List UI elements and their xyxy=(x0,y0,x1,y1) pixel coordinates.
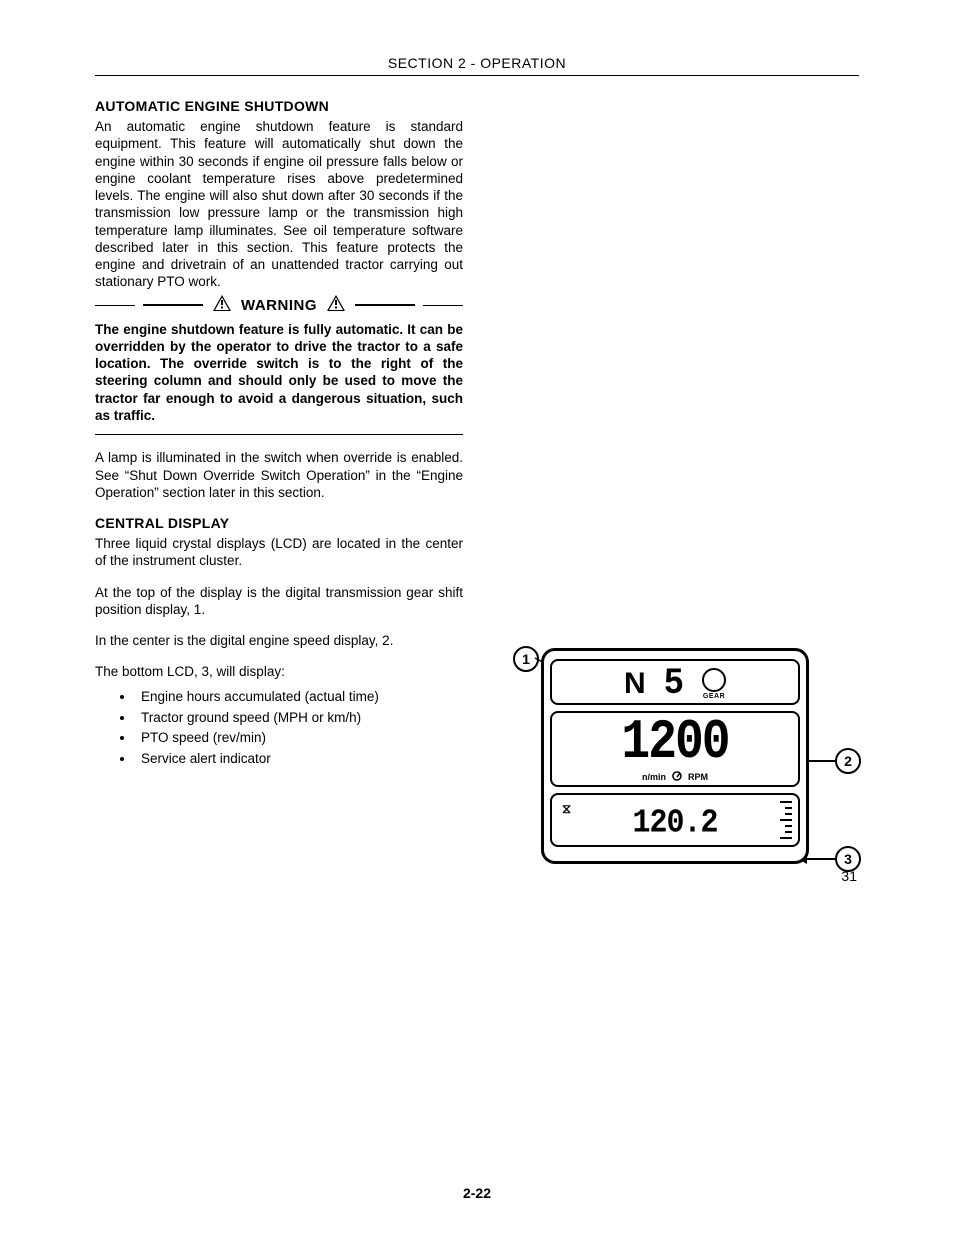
para-cd-1: Three liquid crystal displays (LCD) are … xyxy=(95,535,463,570)
bullet-list: Engine hours accumulated (actual time) T… xyxy=(95,687,463,771)
warning-icon xyxy=(327,295,345,316)
para-cd-4: The bottom LCD, 3, will display: xyxy=(95,663,463,680)
page: SECTION 2 - OPERATION AUTOMATIC ENGINE S… xyxy=(0,0,954,1235)
lcd-hours-display: ⧖ 120.2 xyxy=(550,793,800,847)
content-columns: AUTOMATIC ENGINE SHUTDOWN An automatic e… xyxy=(95,98,859,884)
callout-number: 3 xyxy=(835,846,861,872)
list-item: Engine hours accumulated (actual time) xyxy=(135,687,463,708)
para-cd-3: In the center is the digital engine spee… xyxy=(95,632,463,649)
gear-icon xyxy=(702,668,726,692)
list-item: PTO speed (rev/min) xyxy=(135,728,463,749)
heading-auto-shutdown: AUTOMATIC ENGINE SHUTDOWN xyxy=(95,98,463,114)
hourglass-icon: ⧖ xyxy=(562,801,571,817)
spacer xyxy=(491,98,859,648)
section-header: SECTION 2 - OPERATION xyxy=(95,55,859,76)
warning-rule-right xyxy=(355,304,415,306)
warning-rule-left xyxy=(143,304,203,306)
lcd-rpm-display: 1200 n/min RPM xyxy=(550,711,800,787)
left-column: AUTOMATIC ENGINE SHUTDOWN An automatic e… xyxy=(95,98,463,884)
para-after-warning: A lamp is illuminated in the switch when… xyxy=(95,449,463,501)
right-column: 1 2 3 xyxy=(491,98,859,884)
callout-number: 2 xyxy=(835,748,861,774)
para-cd-2: At the top of the display is the digital… xyxy=(95,584,463,619)
callout-leader xyxy=(807,760,835,762)
gear-digit: 5 xyxy=(664,665,684,702)
warning-icon xyxy=(213,295,231,316)
list-item: Tractor ground speed (MPH or km/h) xyxy=(135,708,463,729)
list-item: Service alert indicator xyxy=(135,749,463,770)
heading-central-display: CENTRAL DISPLAY xyxy=(95,515,463,531)
warning-header: WARNING xyxy=(135,295,423,316)
warning-label: WARNING xyxy=(241,297,317,314)
scale-ticks xyxy=(780,801,792,839)
page-number: 2-22 xyxy=(0,1185,954,1201)
hours-value: 120.2 xyxy=(632,808,717,841)
lcd-panel: N 5 GEAR 1200 n/min xyxy=(541,648,809,864)
para-auto-shutdown: An automatic engine shutdown feature is … xyxy=(95,118,463,291)
warning-block: WARNING The engine shutdown feature is f… xyxy=(95,305,463,436)
gear-icon-group: GEAR xyxy=(702,668,726,700)
callout-leader xyxy=(807,858,835,860)
figure: 1 2 3 xyxy=(491,648,859,884)
rpm-value: 1200 xyxy=(621,715,728,770)
lcd-gear-display: N 5 GEAR xyxy=(550,659,800,705)
gear-letter: N xyxy=(624,669,646,699)
gear-label: GEAR xyxy=(703,693,725,700)
warning-text: The engine shutdown feature is fully aut… xyxy=(95,321,463,435)
